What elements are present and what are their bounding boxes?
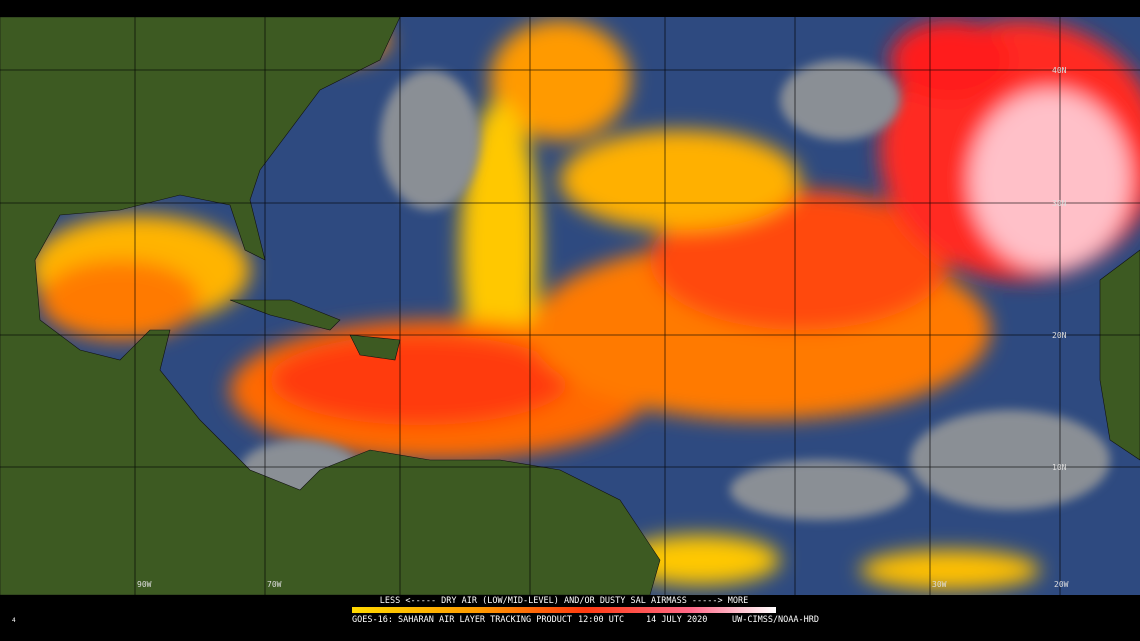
corner-mark: 4 [12,617,16,624]
lon-label: 20W [1054,580,1069,589]
lat-label: 10N [1052,463,1067,472]
imagery: 40N 30N 20N 10N 90W 70W 30W 20W [0,17,1140,595]
graticule [0,17,1140,595]
legend-caption: LESS <----- DRY AIR (LOW/MID-LEVEL) AND/… [380,596,748,606]
color-bar [352,607,776,613]
lon-label: 90W [137,580,152,589]
lat-label: 40N [1052,66,1067,75]
lon-label: 70W [267,580,282,589]
time: 12:00 UTC [578,615,624,625]
lat-label: 20N [1052,331,1067,340]
lon-label: 30W [932,580,947,589]
lat-label: 30N [1052,199,1067,208]
date: 14 JULY 2020 [646,615,707,625]
product-name: GOES-16: SAHARAN AIR LAYER TRACKING PROD… [352,615,572,625]
land [0,17,1140,595]
credit: UW-CIMSS/NOAA-HRD [732,615,819,625]
